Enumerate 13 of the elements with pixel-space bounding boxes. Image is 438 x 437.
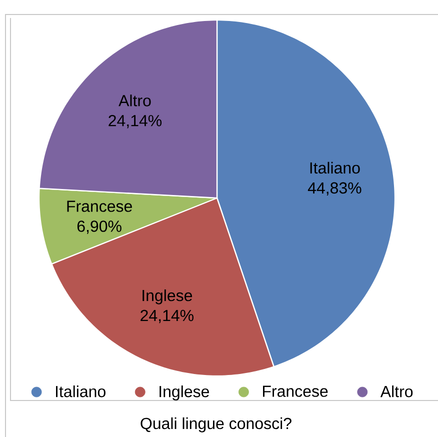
slice-label: Italiano: [310, 162, 360, 174]
data-label: 44,83%: [308, 182, 362, 196]
slice-label: Altro: [118, 94, 151, 106]
legend-label: Italiano: [56, 385, 106, 398]
slice-label: Inglese: [142, 289, 192, 304]
legend-label: Altro: [380, 385, 413, 398]
legend-label: Inglese: [160, 385, 209, 400]
slice-label: Francese: [67, 200, 132, 212]
data-label: 6,90%: [77, 220, 122, 234]
data-label: 24,14%: [140, 310, 194, 324]
data-label: 24,14%: [108, 115, 162, 128]
text: Quali lingue conosci?: [140, 417, 292, 432]
legend-label: Francese: [263, 386, 328, 397]
